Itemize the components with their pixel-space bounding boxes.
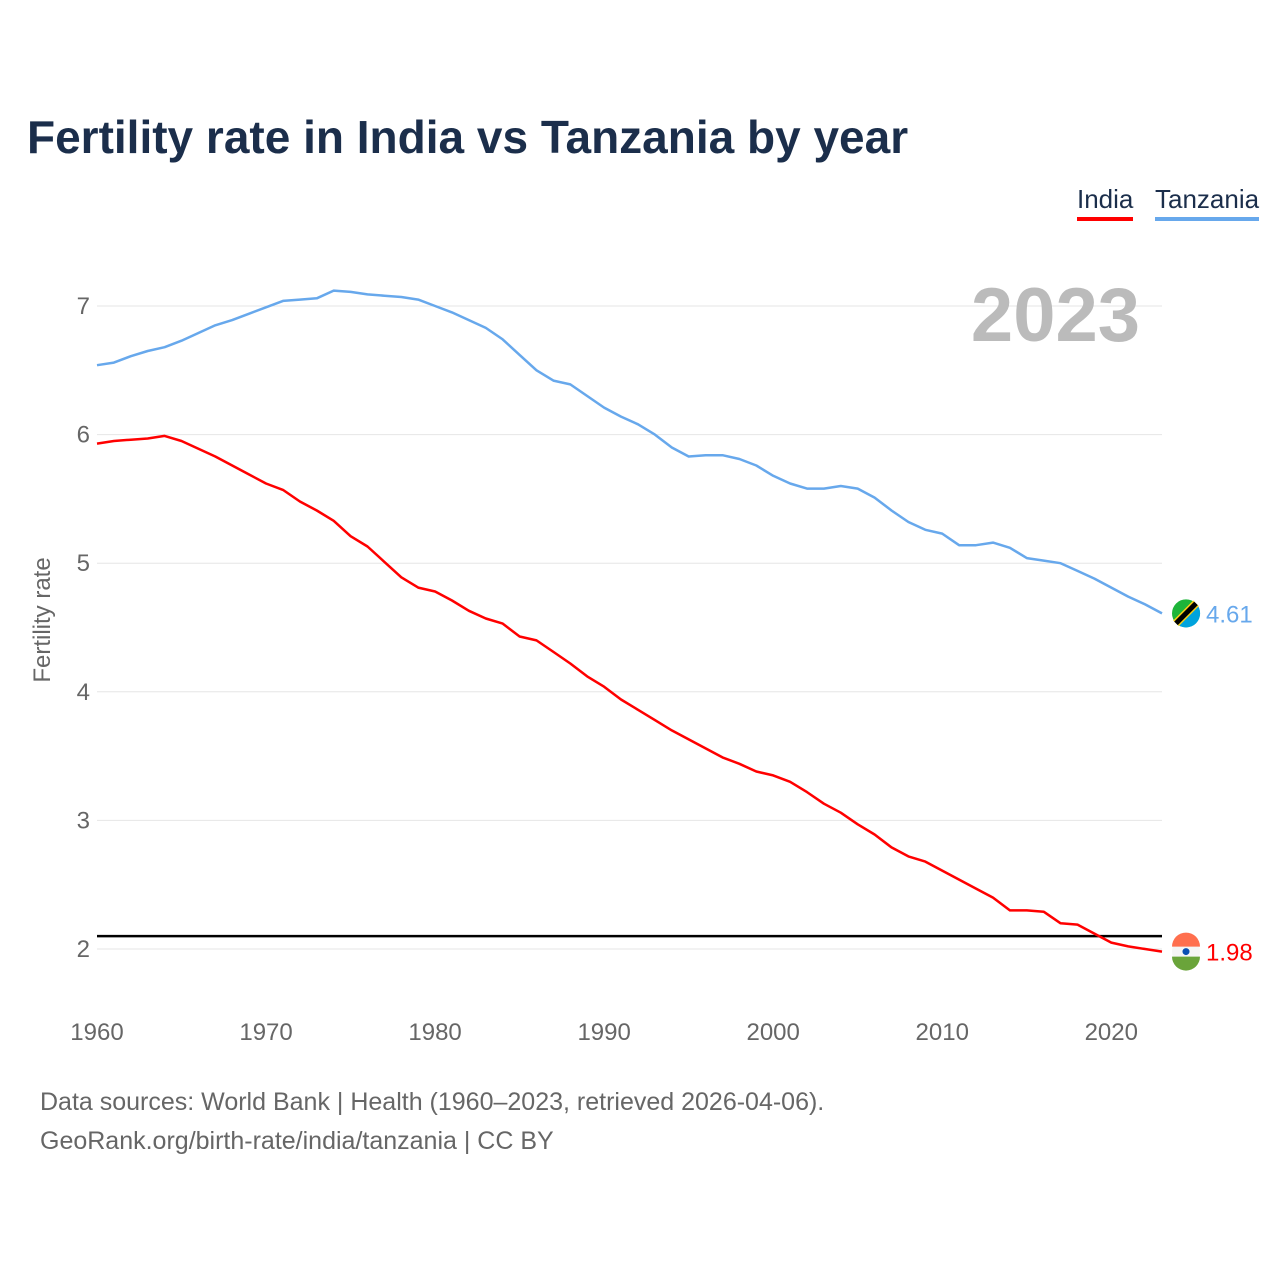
x-tick-label: 2000 [746,1019,799,1046]
y-tick-label: 2 [77,936,90,963]
x-tick-label: 1990 [577,1019,630,1046]
x-tick-label: 2010 [916,1019,969,1046]
legend-tanzania[interactable]: Tanzania [1155,184,1260,221]
x-tick-label: 1980 [408,1019,461,1046]
y-tick-label: 5 [77,550,90,577]
series-line-india [96,434,1163,953]
end-value-label-india: 1.98 [1206,940,1253,967]
flag-part [1172,956,1200,971]
footer-source: Data sources: World Bank | Health (1960–… [40,1088,825,1116]
y-tick-label: 4 [77,679,90,706]
y-axis-label: Fertility rate [29,557,56,682]
flag-part [1174,601,1198,626]
flag-part [1182,948,1190,956]
year-label: 2023 [971,273,1140,358]
end-value-label-tanzania: 4.61 [1206,601,1253,628]
series-line-tanzania [96,289,1163,615]
line-chart: 2 3 4 5 6 7 1960 1970 1980 1990 2000 2010 2020 Fertil… [29,273,1253,1046]
x-tick-label: 1970 [239,1019,292,1046]
flag-part [1172,932,1200,947]
y-tick-label: 6 [77,422,90,449]
legend-india[interactable]: India [1077,184,1134,221]
x-tick-label: 1960 [70,1019,123,1046]
y-tick-label: 3 [77,807,90,834]
footer-credit: GeoRank.org/birth-rate/india/tanzania | … [40,1127,554,1155]
y-tick-label: 7 [77,293,90,320]
x-tick-label: 2020 [1085,1019,1138,1046]
chart-title: Fertility rate in India vs Tanzania by y… [27,111,909,163]
